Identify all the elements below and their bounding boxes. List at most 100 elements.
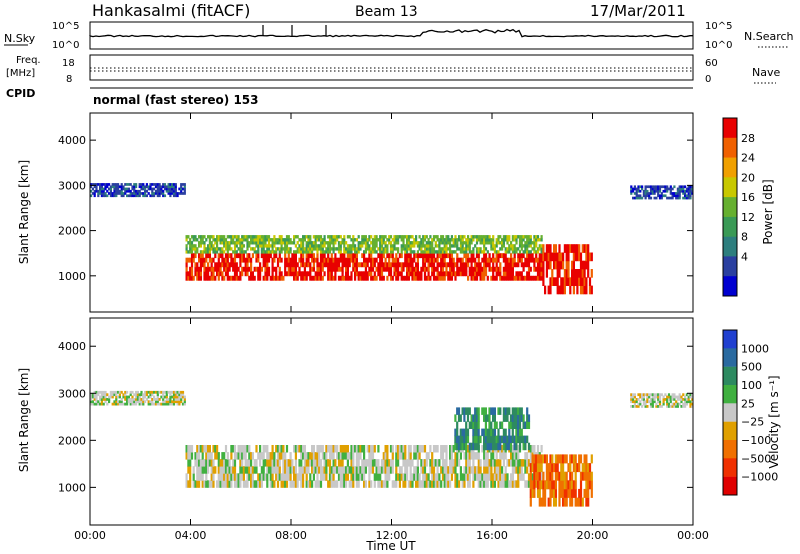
velocity-cell (461, 480, 464, 488)
power-cell (133, 183, 136, 186)
power-cell (370, 253, 373, 259)
power-cell (427, 250, 430, 254)
velocity-cell (250, 459, 253, 467)
power-cell (194, 247, 197, 251)
power-cell (357, 244, 360, 248)
power-cell (250, 262, 253, 268)
velocity-cell (142, 395, 145, 399)
power-cell (196, 262, 199, 268)
velocity-cell (386, 452, 389, 460)
power-cell (147, 192, 150, 195)
velocity-cell (671, 395, 674, 399)
power-cell (201, 250, 204, 254)
power-cell (526, 238, 529, 242)
velocity-cell (436, 445, 439, 453)
velocity-cell (635, 405, 638, 408)
velocity-cell (413, 473, 416, 481)
power-cell (449, 257, 452, 263)
velocity-cell (208, 459, 211, 467)
power-cell (438, 238, 441, 242)
power-cell (212, 275, 215, 281)
velocity-cell (384, 480, 387, 488)
velocity-cell (176, 393, 179, 397)
velocity-cell (497, 442, 500, 451)
power-cell (639, 194, 642, 198)
velocity-cell (533, 463, 536, 473)
power-cell (248, 253, 251, 259)
power-cell (305, 257, 308, 263)
velocity-cell (457, 407, 461, 415)
velocity-cell (151, 393, 154, 397)
power-cell (135, 192, 138, 195)
power-cell (434, 244, 437, 248)
power-cell (357, 241, 360, 245)
power-cell (406, 262, 409, 268)
velocity-cell (644, 400, 647, 404)
power-cell (267, 266, 271, 272)
power-cell (510, 247, 513, 251)
power-cell (368, 250, 371, 254)
power-cell (370, 262, 373, 268)
velocity-cell (284, 480, 287, 488)
power-cell (118, 192, 121, 195)
velocity-cell (637, 393, 640, 397)
velocity-cell (223, 480, 226, 488)
velocity-cell (465, 452, 468, 460)
velocity-cell (142, 400, 145, 404)
power-cell (583, 244, 586, 253)
power-cell (380, 235, 384, 239)
velocity-cell (169, 390, 172, 394)
power-cell (169, 194, 172, 198)
velocity-cell (538, 480, 541, 490)
power-cell (122, 194, 125, 198)
velocity-cell (328, 452, 332, 460)
power-cell (524, 244, 527, 248)
velocity-cell (413, 466, 416, 474)
power-cell (97, 183, 100, 186)
power-cell (490, 241, 493, 245)
power-cell (289, 247, 292, 251)
velocity-cell (276, 452, 280, 460)
velocity-cell (266, 466, 269, 474)
velocity-cell (341, 480, 344, 488)
power-cell (393, 238, 396, 242)
velocity-cell (425, 452, 428, 460)
power-cell (151, 189, 154, 193)
velocity-cell (630, 405, 633, 408)
power-cell (109, 192, 112, 195)
velocity-cell (129, 390, 132, 394)
power-cell (341, 266, 344, 272)
power-cell (327, 253, 330, 259)
velocity-cell (691, 393, 694, 397)
power-cell (319, 275, 323, 281)
velocity-cell (341, 452, 344, 460)
velocity-cell (343, 466, 346, 474)
power-y-tick-label: 2000 (58, 225, 86, 238)
power-cell (149, 187, 152, 191)
velocity-cell (328, 466, 332, 474)
velocity-cell (127, 398, 130, 401)
power-cell (581, 244, 584, 253)
power-cell (262, 253, 265, 259)
power-cell (495, 257, 498, 263)
power-cell (436, 266, 439, 272)
power-cell (359, 275, 362, 281)
power-cell (445, 238, 448, 242)
velocity-cell (585, 454, 588, 464)
power-cell (443, 244, 446, 248)
power-cell (540, 238, 543, 242)
power-cell (393, 241, 396, 245)
power-cell (201, 262, 204, 268)
power-cell (154, 189, 158, 193)
power-cell (687, 192, 690, 195)
power-cell (158, 189, 161, 193)
velocity-cell (467, 445, 470, 453)
power-cell (545, 252, 548, 262)
power-cell (117, 192, 120, 195)
velocity-cell (368, 459, 371, 467)
power-cell (565, 244, 568, 253)
power-cell (474, 257, 477, 263)
power-cell (285, 257, 289, 263)
power-cell (684, 194, 687, 198)
velocity-cell (422, 473, 425, 481)
